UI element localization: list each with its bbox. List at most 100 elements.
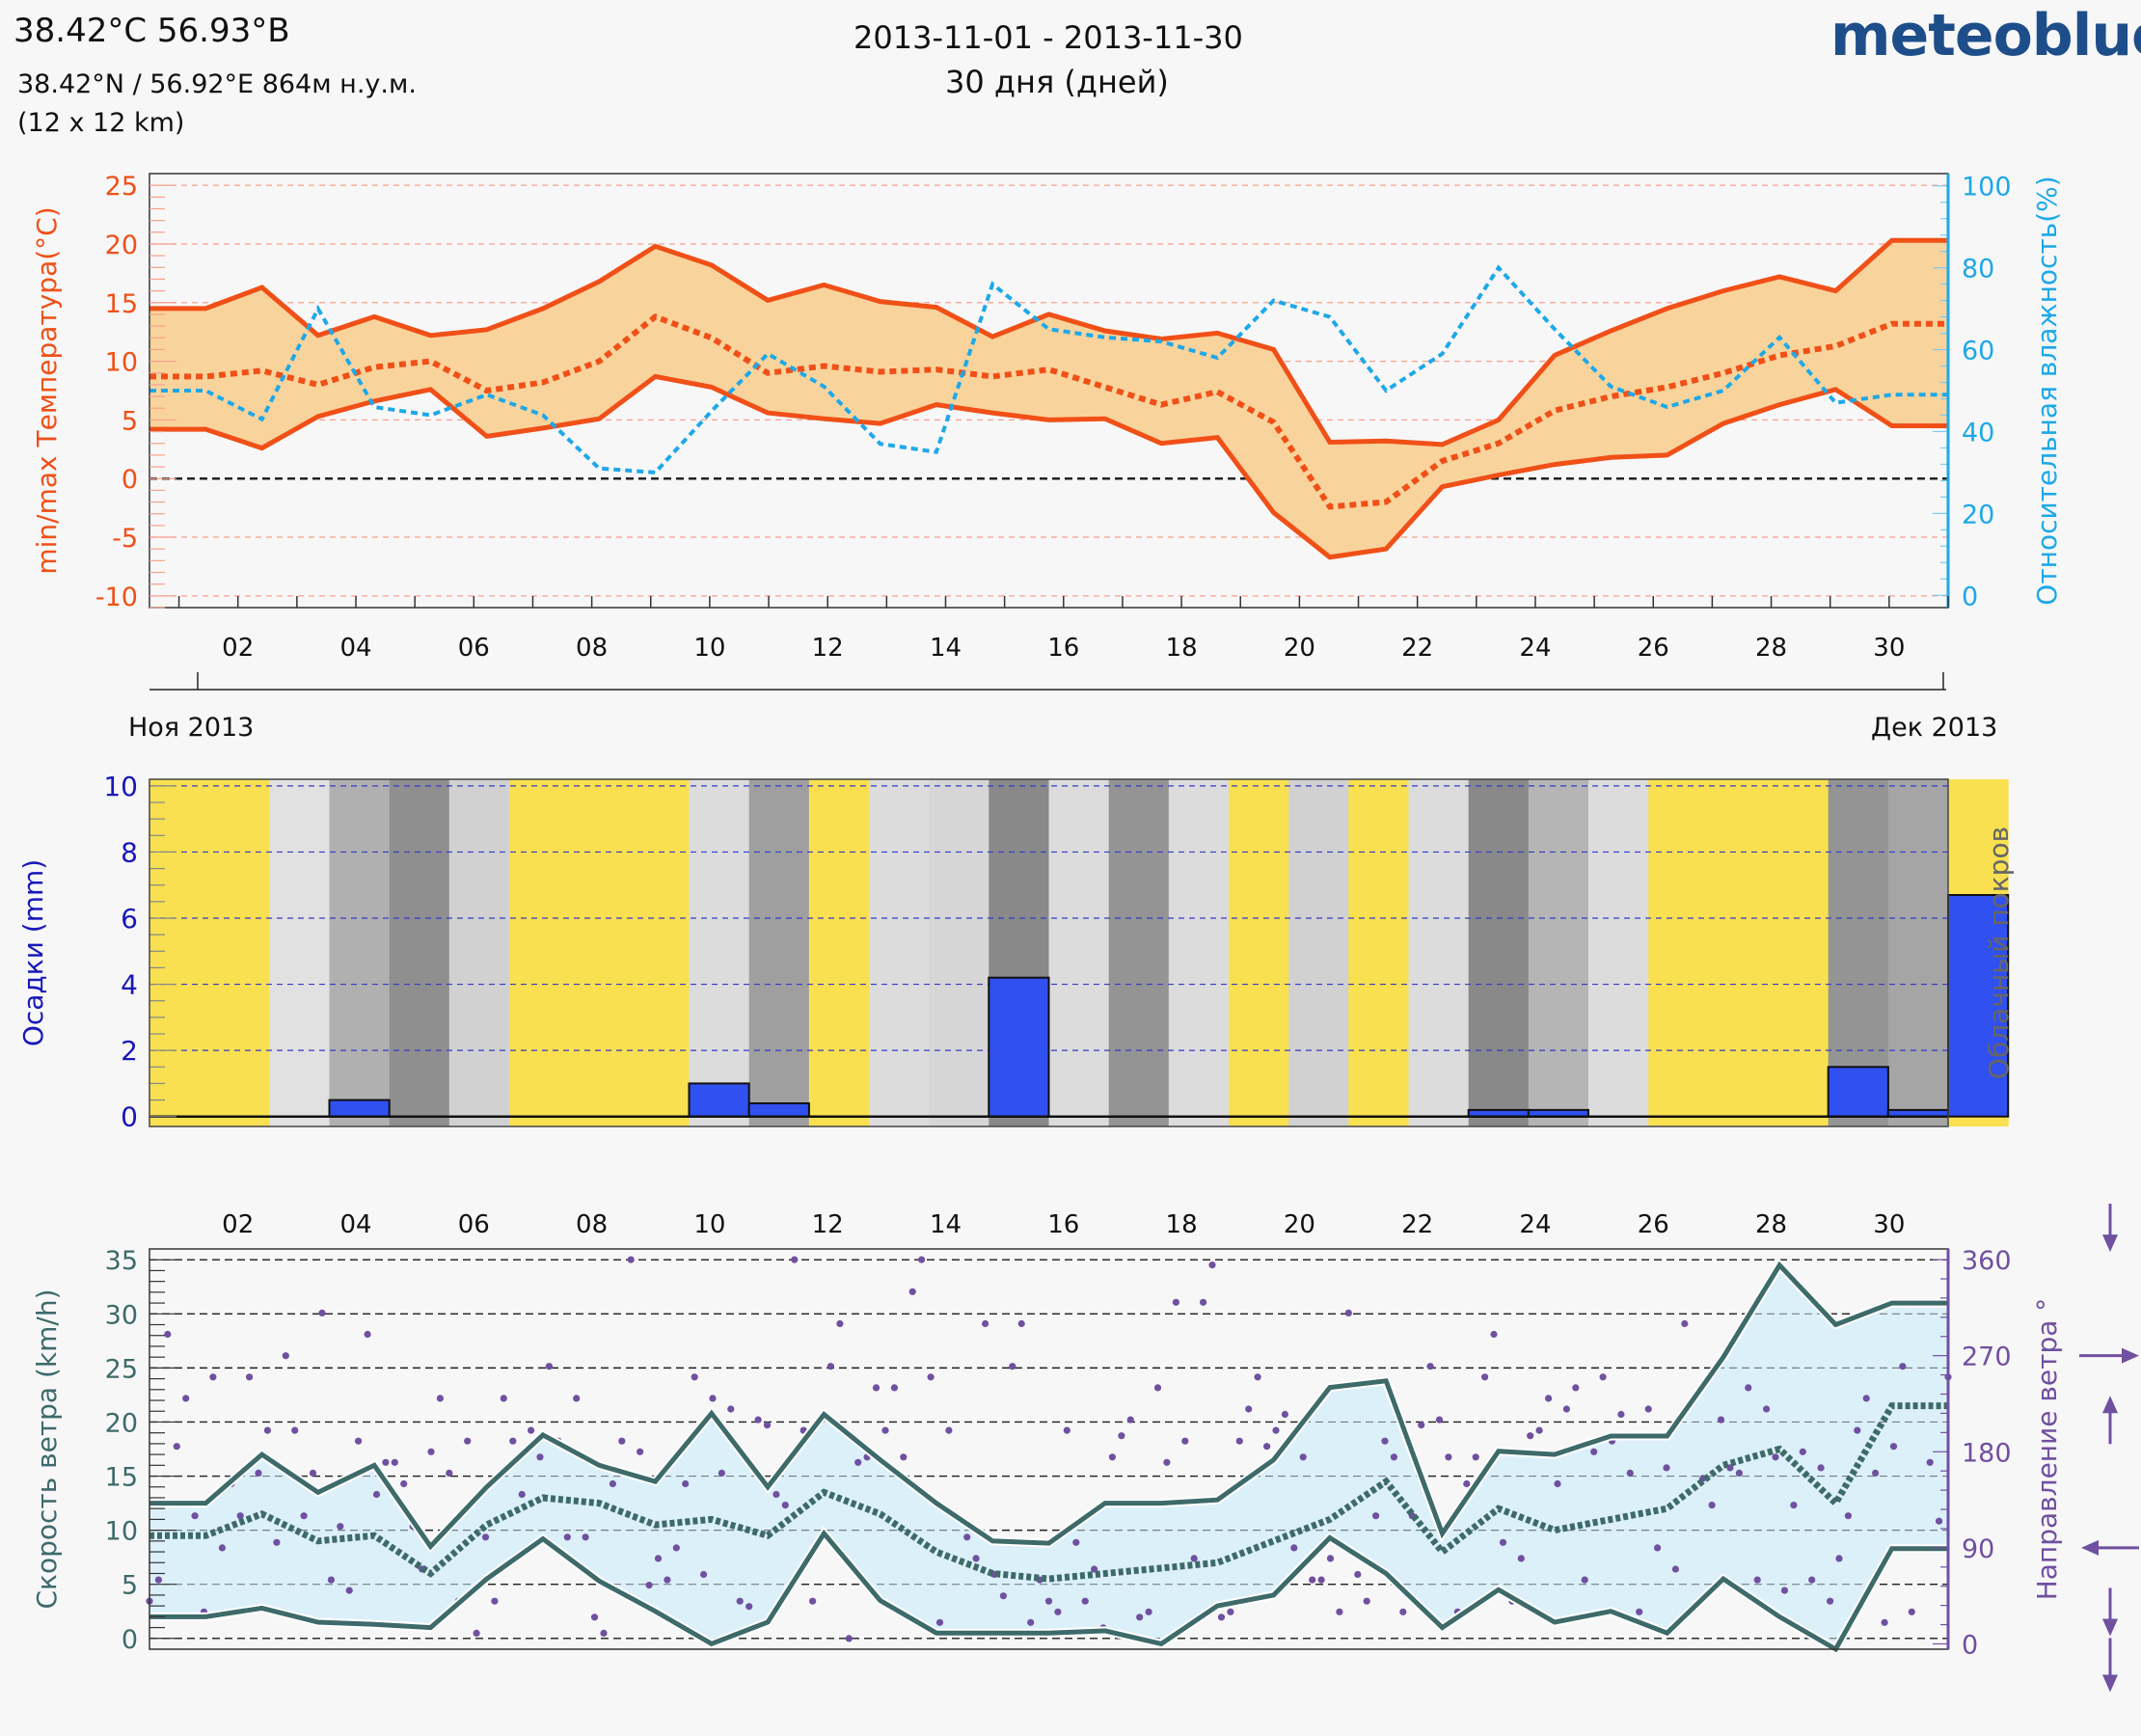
cloud-cover-column — [1528, 779, 1589, 1126]
wind-xtick-label: 18 — [1166, 1210, 1198, 1239]
precip-tick-label: 8 — [121, 836, 138, 868]
humidity-tick-label: 60 — [1962, 337, 1994, 366]
wind-direction-point — [654, 1555, 663, 1562]
wind-direction-point — [382, 1458, 390, 1466]
direction-arrow-icon — [2102, 1204, 2118, 1253]
wind-direction-point — [1309, 1576, 1316, 1584]
wind-xtick-label: 08 — [576, 1210, 608, 1239]
arrow-head — [2102, 1674, 2118, 1693]
wind-direction-point — [1644, 1405, 1652, 1413]
wind-direction-point — [963, 1533, 971, 1541]
cloud-axis-title: Облачный покров — [1983, 827, 2015, 1079]
direction-tick-label: 180 — [1962, 1438, 2012, 1468]
month-label-nov: Ноя 2013 — [128, 713, 254, 743]
wind-range-band — [149, 1264, 1948, 1649]
precip-bar — [988, 976, 1050, 1118]
wind-direction-point — [1799, 1448, 1806, 1455]
wind-direction-point — [672, 1544, 680, 1552]
arrow-head — [2102, 1396, 2118, 1414]
wind-axis-title: Скорость ветра (km/h) — [31, 1289, 63, 1610]
cloud-cover-column — [629, 779, 690, 1126]
wind-direction-point — [528, 1426, 535, 1434]
wind-direction-point — [1472, 1453, 1479, 1461]
cloud-cover-column — [1468, 779, 1530, 1126]
wind-direction-point — [1435, 1416, 1444, 1424]
wind-direction-point — [754, 1416, 762, 1424]
wind-direction-point — [1708, 1502, 1716, 1509]
wind-direction-point — [364, 1330, 371, 1339]
wind-direction-point — [509, 1437, 517, 1445]
wind-direction-point — [1763, 1405, 1771, 1413]
wind-direction-point — [1172, 1298, 1179, 1306]
wind-xtick-label: 12 — [812, 1210, 844, 1239]
wind-direction-point — [1190, 1555, 1198, 1562]
temp-xtick-label: 14 — [930, 634, 962, 663]
temp-axis-title: min/max Температура(°C) — [31, 206, 63, 574]
precip-bar — [1827, 1066, 1889, 1118]
wind-direction-point — [1254, 1373, 1261, 1381]
temp-xtick-label: 08 — [576, 634, 608, 663]
wind-direction-point — [890, 1384, 899, 1392]
wind-direction-point — [1354, 1570, 1362, 1579]
wind-direction-point — [781, 1502, 789, 1509]
direction-arrow-icon — [2081, 1539, 2139, 1556]
cloud-cover-column — [748, 779, 810, 1126]
temp-xtick-label: 30 — [1873, 634, 1905, 663]
humidity-line — [149, 264, 1948, 475]
wind-direction-point — [618, 1437, 626, 1445]
grid-resolution: (12 x 12 km) — [17, 108, 185, 138]
wind-direction-point — [1581, 1576, 1588, 1584]
wind-direction-point — [908, 1288, 916, 1295]
wind-direction-point — [972, 1555, 980, 1562]
wind-direction-point — [1381, 1437, 1389, 1445]
wind-direction-point — [563, 1533, 571, 1541]
wind-direction-point — [1217, 1614, 1226, 1621]
wind-xtick-label: 02 — [222, 1210, 254, 1239]
humidity-tick-label: 100 — [1962, 173, 2012, 203]
wind-min-line — [149, 1529, 1948, 1653]
wind-direction-point — [436, 1395, 444, 1402]
temp-xtick-label: 24 — [1519, 634, 1551, 663]
wind-tick-label: 30 — [105, 1300, 138, 1330]
wind-direction-point — [300, 1512, 308, 1520]
wind-direction-point — [1418, 1422, 1425, 1429]
wind-direction-point — [500, 1395, 507, 1402]
wind-direction-point — [1753, 1576, 1761, 1584]
temp-xtick-label: 28 — [1755, 634, 1787, 663]
wind-direction-point — [1790, 1502, 1798, 1509]
wind-direction-point — [154, 1576, 162, 1584]
wind-direction-point — [745, 1603, 753, 1611]
wind-direction-point — [1545, 1395, 1553, 1402]
temp-xtick-label: 20 — [1284, 634, 1315, 663]
wind-direction-point — [727, 1405, 735, 1413]
wind-tick-label: 5 — [122, 1571, 138, 1601]
wind-direction-point — [1654, 1544, 1662, 1552]
wind-direction-point — [927, 1373, 935, 1381]
arrow-head — [2081, 1539, 2099, 1556]
wind-direction-point — [1181, 1437, 1189, 1445]
wind-direction-point — [573, 1395, 581, 1402]
direction-tick-label: 270 — [1962, 1343, 2012, 1372]
wind-direction-point — [1072, 1538, 1080, 1546]
wind-direction-point — [1862, 1395, 1870, 1402]
wind-direction-point — [1153, 1384, 1162, 1392]
wind-direction-point — [1499, 1538, 1507, 1546]
wind-direction-point — [854, 1458, 862, 1466]
wind-direction-point — [236, 1512, 244, 1520]
temp-tick-label: 15 — [105, 289, 138, 319]
wind-direction-point — [1562, 1405, 1570, 1413]
wind-direction-point — [827, 1363, 835, 1370]
wind-direction-point — [836, 1319, 844, 1328]
wind-xtick-label: 24 — [1519, 1210, 1551, 1239]
temp-xtick-label: 18 — [1166, 634, 1198, 663]
wind-direction-point — [1027, 1618, 1035, 1626]
wind-direction-point — [736, 1597, 744, 1605]
wind-direction-point — [491, 1597, 499, 1605]
wind-direction-point — [1017, 1319, 1025, 1328]
wind-direction-point — [935, 1618, 944, 1626]
cloud-cover-column — [1288, 779, 1349, 1126]
cloud-cover-column — [1229, 779, 1289, 1126]
wind-tick-label: 20 — [105, 1408, 138, 1438]
wind-direction-point — [881, 1426, 889, 1434]
